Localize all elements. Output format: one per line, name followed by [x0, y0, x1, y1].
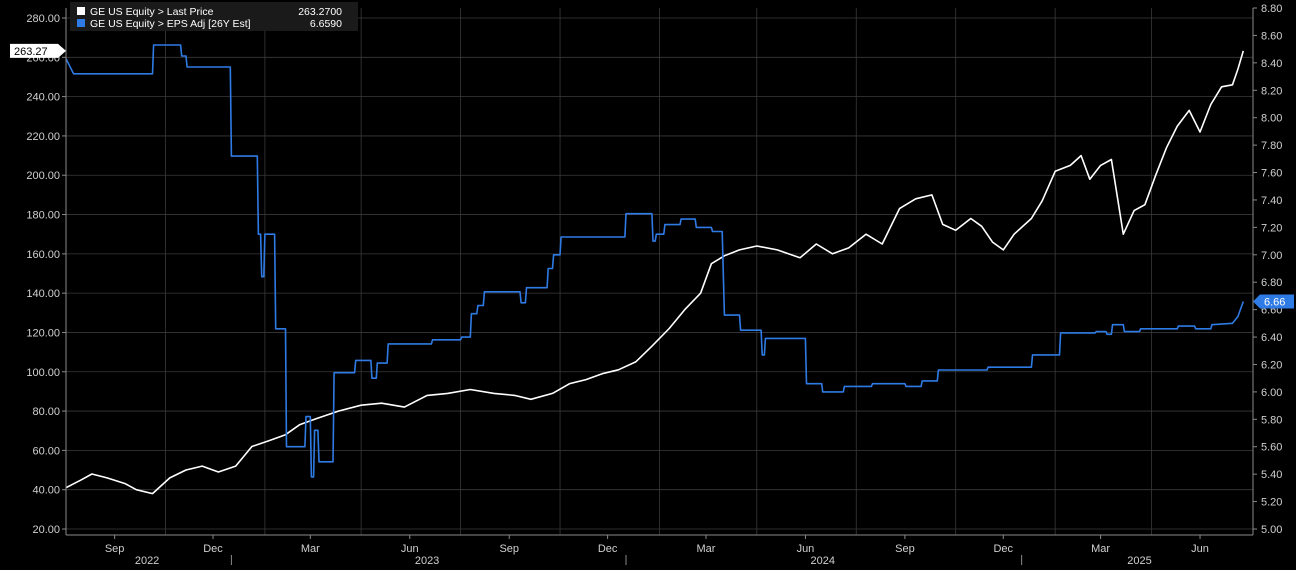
- month-tick-label: Mar: [697, 543, 716, 555]
- year-label: 2022: [135, 555, 159, 565]
- month-tick-label: Dec: [993, 543, 1013, 555]
- eps-badge-value: 6.66: [1264, 297, 1285, 309]
- left-tick-label: 160.00: [26, 249, 60, 261]
- legend-swatch-price: [77, 7, 85, 15]
- right-tick-label: 7.00: [1261, 250, 1282, 262]
- right-tick-label: 7.40: [1261, 195, 1282, 207]
- left-tick-label: 240.00: [26, 92, 60, 104]
- grid-lines: [66, 8, 1253, 535]
- month-tick-label: Sep: [105, 543, 125, 555]
- left-tick-label: 140.00: [26, 288, 60, 300]
- left-tick-label: 120.00: [26, 327, 60, 339]
- left-tick-label: 200.00: [26, 170, 60, 182]
- right-tick-label: 7.60: [1261, 168, 1282, 180]
- month-tick-label: Dec: [598, 543, 618, 555]
- right-tick-label: 5.60: [1261, 442, 1282, 454]
- month-tick-label: Sep: [895, 543, 915, 555]
- year-label: 2025: [1127, 555, 1151, 565]
- legend-label-eps: GE US Equity > EPS Adj [26Y Est]: [90, 18, 251, 30]
- right-tick-label: 6.00: [1261, 387, 1282, 399]
- month-tick-label: Sep: [499, 543, 519, 555]
- left-tick-label: 220.00: [26, 131, 60, 143]
- legend-value-price: 263.2700: [298, 6, 342, 18]
- legend-label-price: GE US Equity > Last Price: [90, 6, 214, 18]
- right-tick-label: 5.20: [1261, 497, 1282, 509]
- left-tick-label: 100.00: [26, 367, 60, 379]
- eps-badge-shape: [1253, 294, 1294, 309]
- legend-swatch-eps: [77, 19, 85, 27]
- price-last-badge: 263.27: [10, 43, 66, 58]
- left-tick-label: 180.00: [26, 210, 60, 222]
- right-tick-label: 5.80: [1261, 414, 1282, 426]
- right-tick-label: 8.80: [1261, 3, 1282, 15]
- year-label: 2024: [810, 555, 834, 565]
- month-tick-label: Dec: [203, 543, 223, 555]
- eps-last-badge: 6.66: [1253, 294, 1294, 309]
- month-tick-label: Mar: [1091, 543, 1110, 555]
- legend-value-eps: 6.6590: [310, 18, 342, 30]
- series-layer: [65, 44, 1245, 495]
- right-tick-label: 6.80: [1261, 277, 1282, 289]
- right-tick-label: 6.20: [1261, 359, 1282, 371]
- price-series-line: [65, 50, 1245, 495]
- right-tick-label: 8.20: [1261, 85, 1282, 97]
- right-tick-label: 5.40: [1261, 469, 1282, 481]
- left-tick-label: 40.00: [32, 485, 60, 497]
- left-tick-label: 60.00: [32, 445, 60, 457]
- right-tick-label: 7.20: [1261, 222, 1282, 234]
- year-label: 2023: [415, 555, 439, 565]
- price-badge-shape: [10, 43, 66, 58]
- month-tick-label: Jun: [401, 543, 419, 555]
- eps-series-line: [65, 44, 1245, 478]
- month-tick-label: Mar: [301, 543, 320, 555]
- legend-background: [70, 2, 358, 31]
- axis-layer: 20.00 40.00 60.00 80.00 100.00 120.00 140.00 16…: [26, 3, 1282, 567]
- right-tick-label: 6.40: [1261, 332, 1282, 344]
- right-tick-label: 5.00: [1261, 524, 1282, 536]
- right-tick-label: 8.60: [1261, 30, 1282, 42]
- legend: GE US Equity > Last Price 263.2700 GE US…: [70, 2, 358, 31]
- right-tick-label: 8.00: [1261, 113, 1282, 125]
- month-tick-label: Jun: [1191, 543, 1209, 555]
- price-badge-value: 263.27: [14, 46, 48, 58]
- right-tick-label: 8.40: [1261, 58, 1282, 70]
- left-tick-label: 20.00: [32, 524, 60, 536]
- month-tick-label: Jun: [797, 543, 815, 555]
- left-tick-label: 80.00: [32, 406, 60, 418]
- right-tick-label: 7.80: [1261, 140, 1282, 152]
- left-tick-label: 280.00: [26, 13, 60, 25]
